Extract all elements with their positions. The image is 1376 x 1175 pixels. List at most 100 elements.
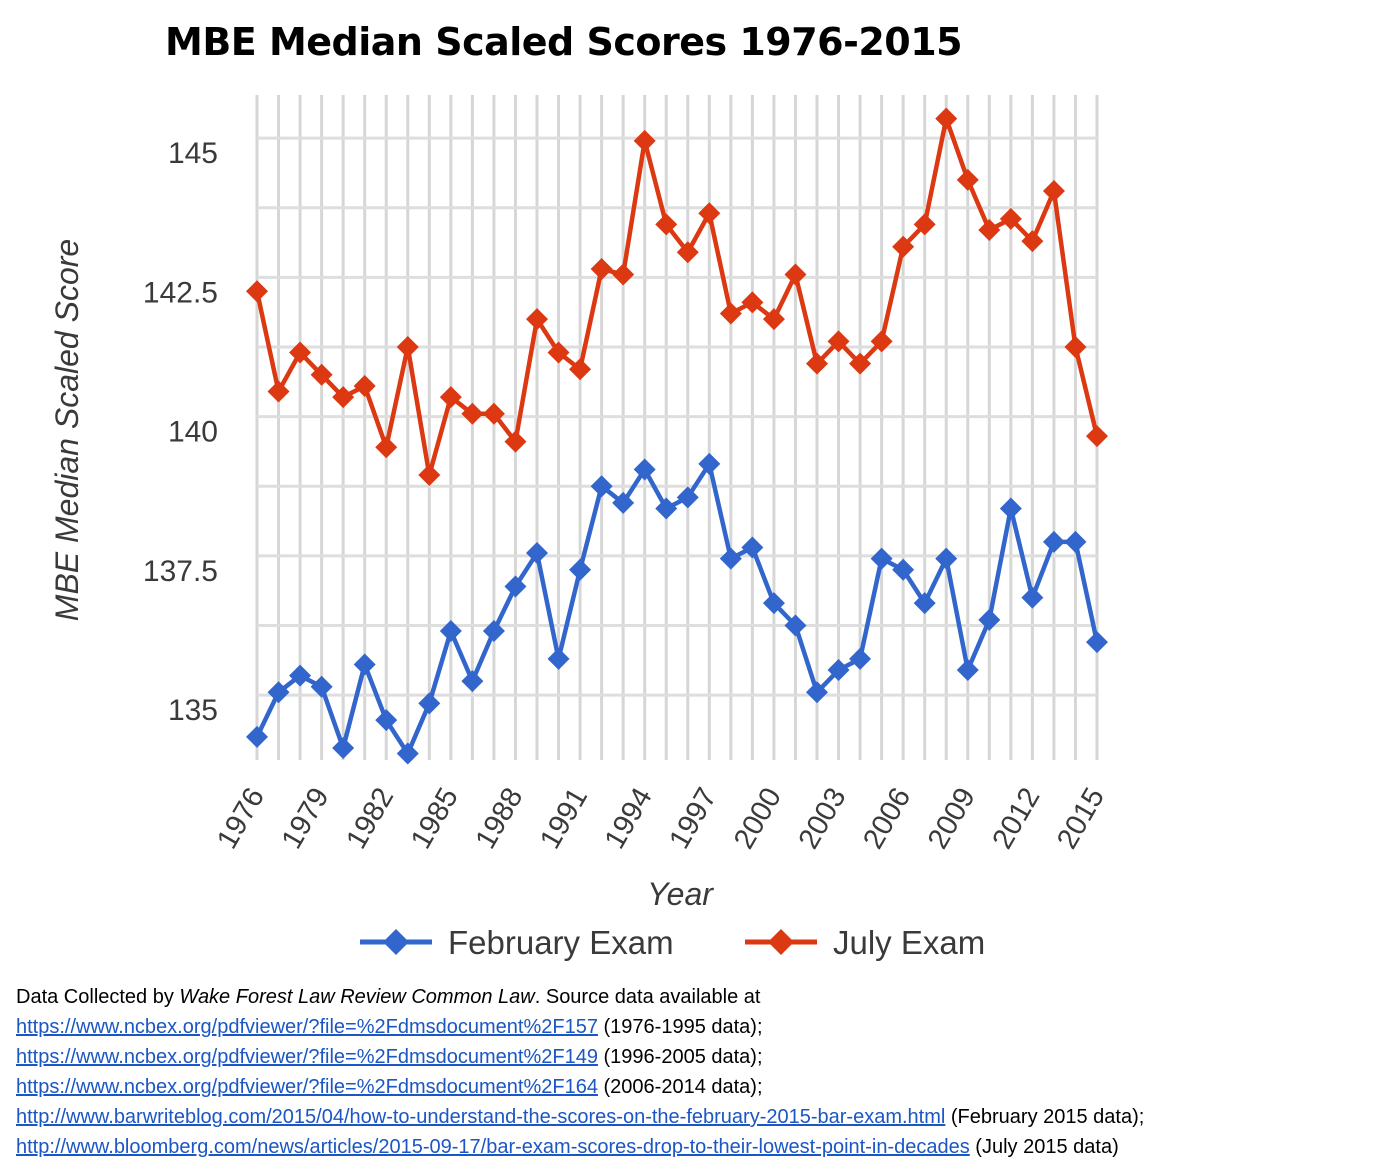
data-point-marker (978, 608, 1001, 631)
data-point-marker (956, 168, 979, 191)
data-point-marker (504, 430, 527, 453)
x-tick-label: 1982 (340, 783, 400, 855)
x-axis-ticks: 1976 1979 1982 1985 1988 1991 1994 1997 2000 2003… (211, 783, 1111, 855)
legend-marker (768, 929, 794, 955)
series-line (254, 116, 1100, 478)
x-tick-label: 1988 (470, 783, 530, 855)
source-link-line: https://www.ncbex.org/pdfviewer/?file=%2… (16, 1012, 1366, 1042)
data-point-marker (827, 330, 850, 353)
source-link-line: http://www.barwriteblog.com/2015/04/how-… (16, 1102, 1366, 1132)
data-point-marker (1021, 586, 1044, 609)
source-description: (1996-2005 data); (597, 1046, 763, 1068)
source-link[interactable]: http://www.barwriteblog.com/2015/04/how-… (16, 1106, 946, 1128)
series-line (254, 461, 1100, 756)
data-point-marker (1042, 530, 1065, 553)
data-point-marker (504, 575, 527, 598)
data-point-marker (418, 464, 441, 487)
data-point-marker (482, 620, 505, 643)
data-point-marker (332, 386, 355, 409)
data-point-marker (741, 291, 764, 314)
data-point-marker (892, 558, 915, 581)
x-tick-label: 1985 (405, 783, 465, 855)
chart-title: MBE Median Scaled Scores 1976-2015 (165, 20, 963, 64)
data-point-marker (870, 547, 893, 570)
series-lines (246, 107, 1108, 765)
data-point-marker (978, 218, 1001, 241)
data-point-marker (418, 692, 441, 715)
data-point-marker (719, 547, 742, 570)
data-point-marker (676, 241, 699, 264)
x-tick-label: 1994 (599, 783, 659, 855)
data-point-marker (784, 614, 807, 637)
series-july-exam (246, 107, 1108, 487)
data-point-marker (375, 436, 398, 459)
data-point-marker (246, 280, 268, 303)
credit-prefix: Data Collected by (16, 986, 180, 1008)
data-point-marker (935, 547, 958, 570)
data-point-marker (590, 475, 613, 498)
data-point-marker (332, 736, 355, 759)
x-axis-title: Year (647, 876, 714, 912)
data-point-marker (267, 681, 290, 704)
data-point-marker (482, 402, 505, 425)
data-point-marker (870, 330, 893, 353)
data-point-marker (353, 374, 376, 397)
data-point-marker (827, 659, 850, 682)
data-point-marker (289, 664, 312, 687)
data-point-marker (612, 263, 635, 286)
y-tick-label: 135 (168, 694, 218, 727)
data-point-marker (806, 352, 828, 375)
data-point-marker (461, 402, 484, 425)
data-point-marker (267, 380, 290, 403)
x-tick-label: 2003 (793, 783, 853, 855)
source-link[interactable]: https://www.ncbex.org/pdfviewer/?file=%2… (16, 1046, 598, 1068)
y-tick-label: 140 (168, 416, 218, 449)
data-point-marker (289, 341, 312, 364)
data-point-marker (396, 335, 419, 358)
data-point-marker (547, 341, 570, 364)
x-tick-label: 2000 (728, 783, 788, 855)
data-point-marker (633, 458, 656, 481)
data-point-marker (526, 308, 548, 331)
x-tick-label: 1976 (211, 783, 271, 855)
source-link[interactable]: https://www.ncbex.org/pdfviewer/?file=%2… (16, 1076, 598, 1098)
data-point-marker (849, 647, 872, 670)
x-tick-label: 1979 (276, 783, 336, 855)
data-point-marker (1064, 335, 1087, 358)
data-point-marker (1086, 425, 1108, 448)
data-point-marker (1064, 530, 1087, 553)
data-point-marker (1042, 179, 1065, 202)
data-point-marker (913, 592, 936, 615)
data-point-marker (784, 263, 807, 286)
data-point-marker (246, 725, 268, 748)
legend: February Exam July Exam (360, 924, 985, 961)
data-point-marker (806, 681, 828, 704)
data-point-marker (375, 709, 398, 732)
data-point-marker (698, 202, 721, 225)
x-tick-label: 2015 (1051, 783, 1111, 855)
data-point-marker (849, 352, 872, 375)
source-description: (2006-2014 data); (597, 1076, 763, 1098)
y-axis-ticks: 135 137.5 140 142.5 145 (143, 137, 218, 727)
data-point-marker (547, 647, 570, 670)
data-point-marker (1021, 230, 1044, 253)
data-point-marker (676, 486, 699, 509)
x-tick-label: 1991 (534, 783, 594, 855)
x-tick-label: 2012 (986, 783, 1046, 855)
source-link[interactable]: https://www.ncbex.org/pdfviewer/?file=%2… (16, 1016, 598, 1038)
data-point-marker (999, 497, 1022, 520)
data-point-marker (569, 358, 592, 381)
data-point-marker (569, 558, 592, 581)
source-link[interactable]: http://www.bloomberg.com/news/articles/2… (16, 1136, 970, 1158)
data-point-marker (310, 675, 333, 698)
legend-marker (383, 929, 409, 955)
y-tick-label: 145 (168, 137, 218, 170)
source-description: (July 2015 data) (969, 1136, 1119, 1158)
data-point-marker (310, 363, 333, 386)
data-point-marker (762, 308, 785, 331)
data-point-marker (741, 536, 764, 559)
data-point-marker (999, 207, 1022, 230)
credit-suffix: . Source data available at (534, 986, 761, 1008)
data-point-marker (633, 129, 656, 152)
source-link-line: https://www.ncbex.org/pdfviewer/?file=%2… (16, 1072, 1366, 1102)
